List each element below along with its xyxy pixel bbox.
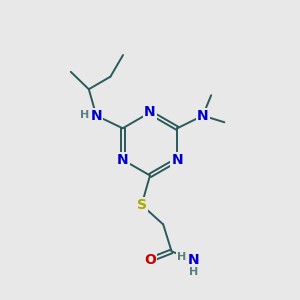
Text: N: N	[144, 106, 156, 119]
Text: N: N	[117, 153, 128, 167]
Text: H: H	[80, 110, 89, 120]
Text: N: N	[197, 109, 208, 123]
Text: H: H	[177, 252, 186, 262]
Text: S: S	[136, 198, 147, 212]
Text: O: O	[144, 253, 156, 267]
Text: N: N	[172, 153, 183, 167]
Text: H: H	[189, 267, 198, 278]
Text: N: N	[91, 109, 102, 123]
Text: N: N	[188, 253, 199, 267]
